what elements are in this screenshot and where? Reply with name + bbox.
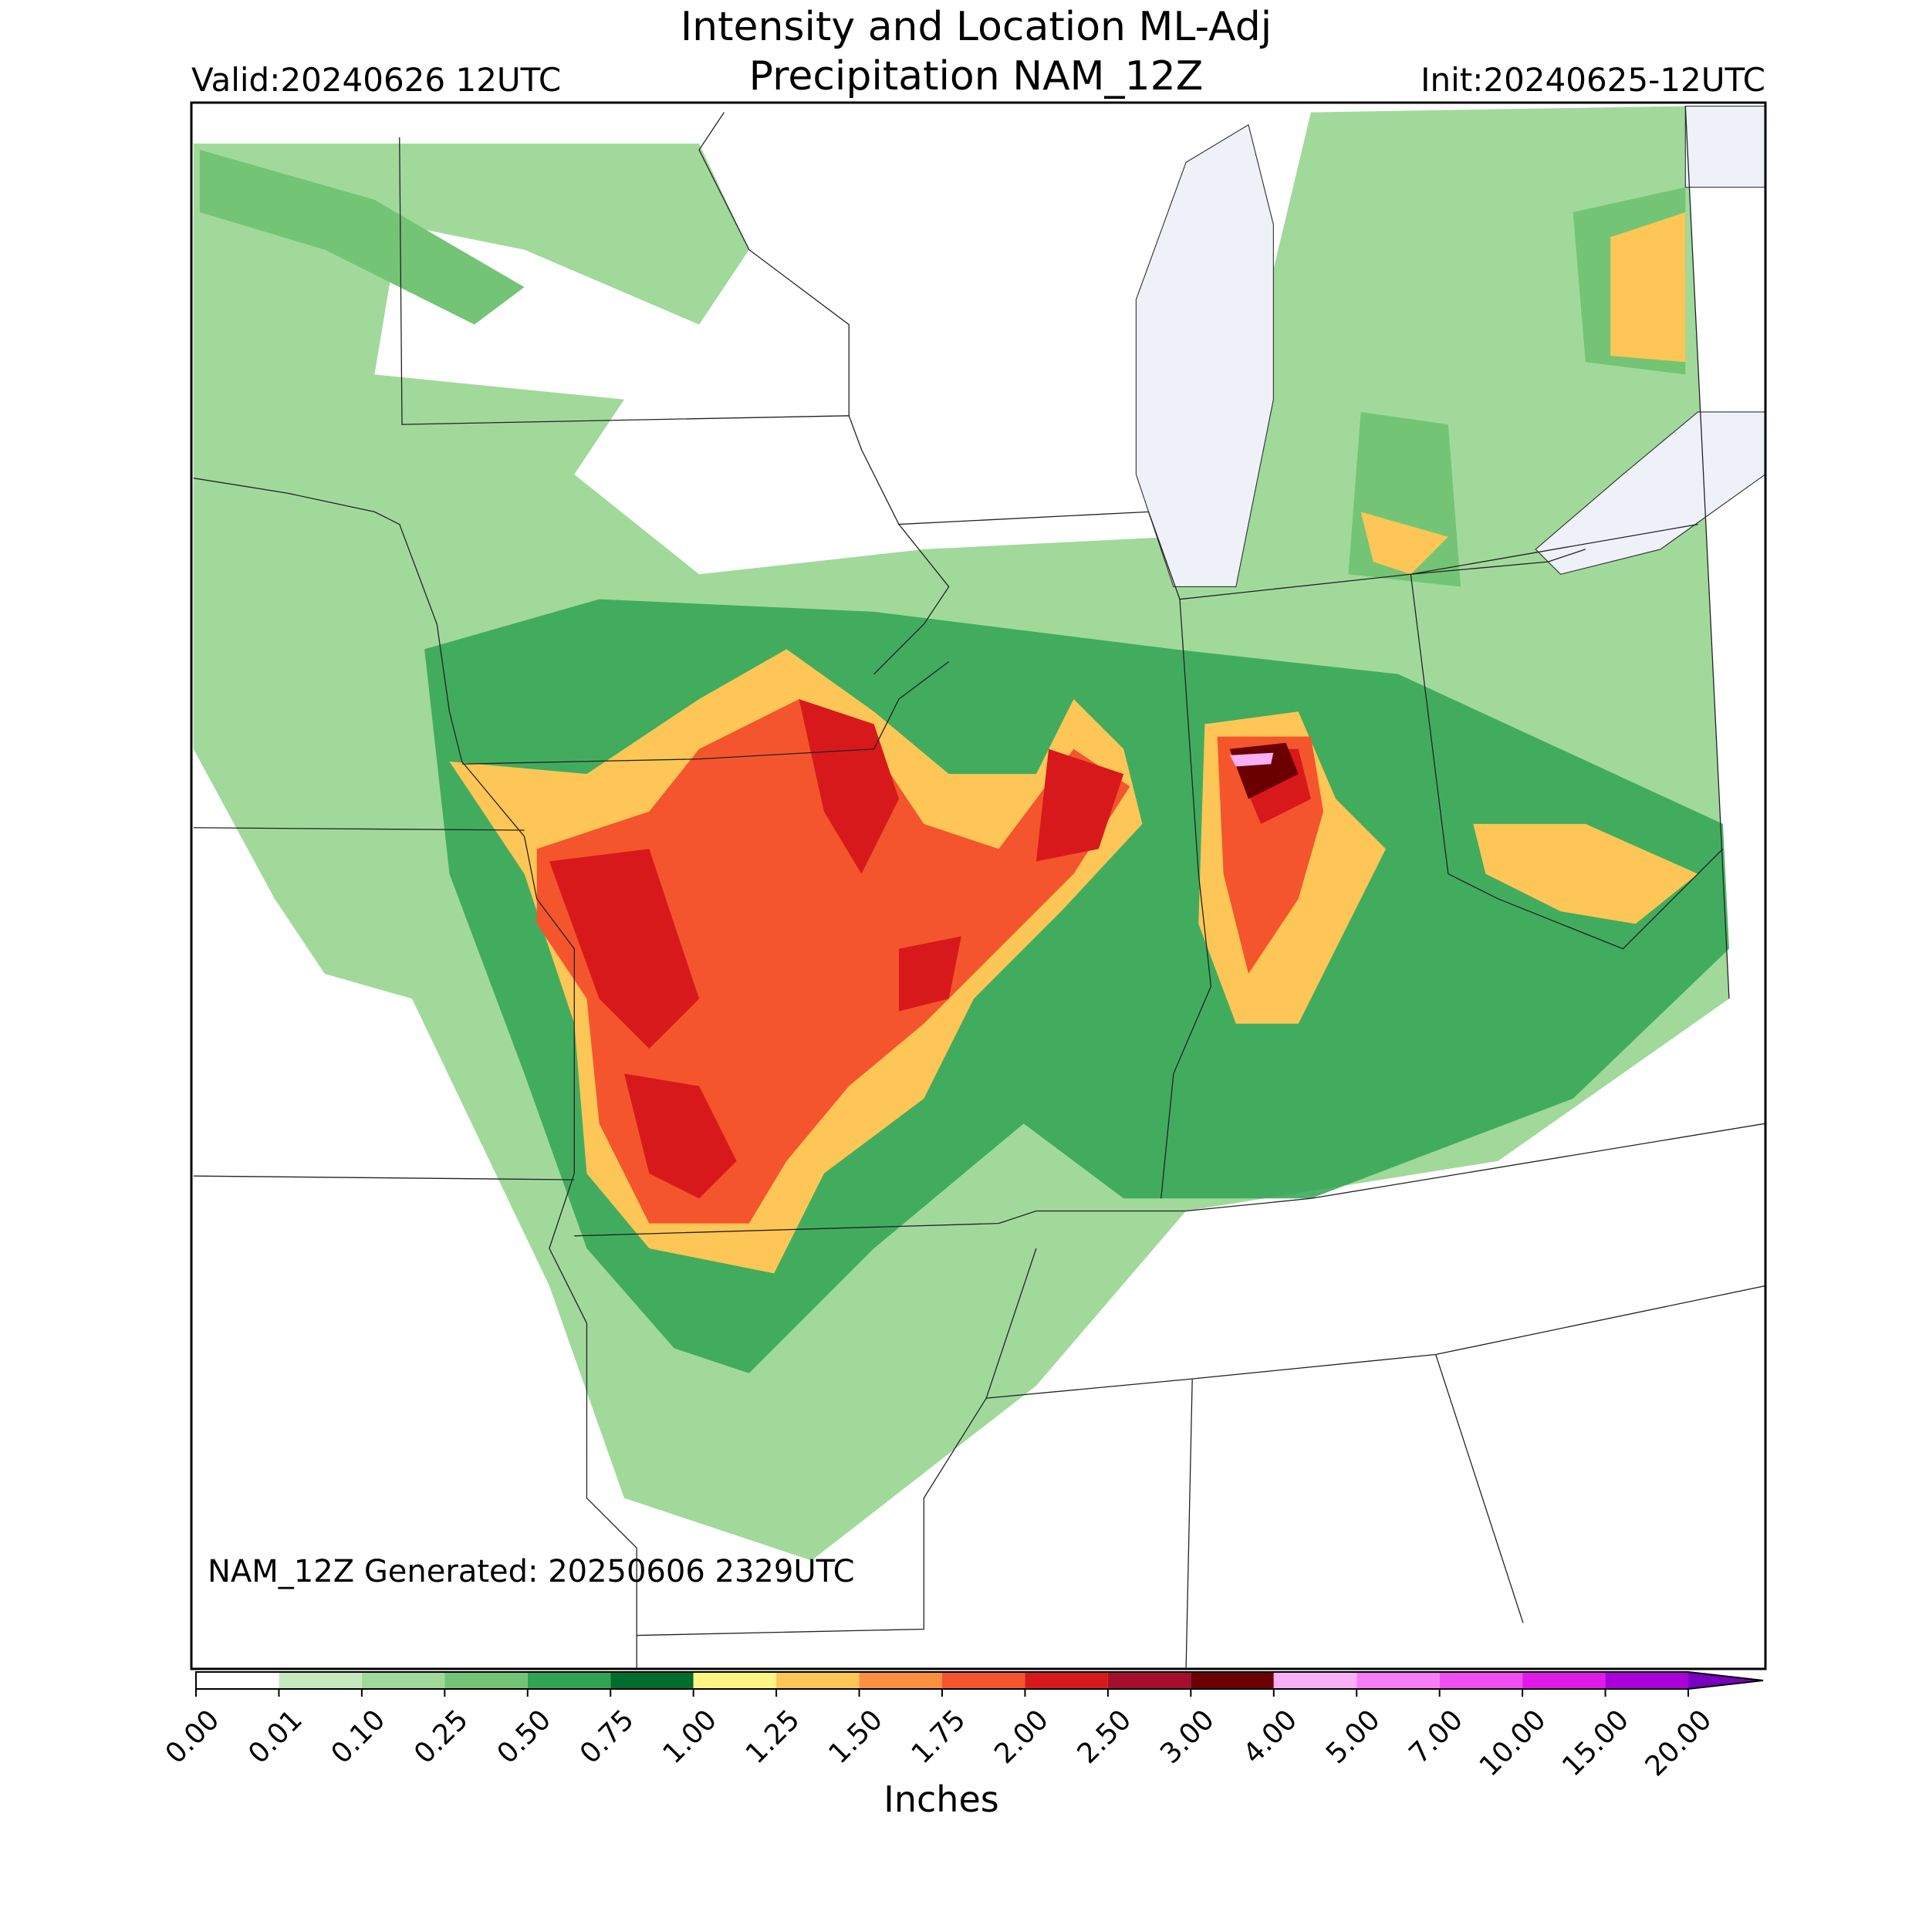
colorbar-segment bbox=[1191, 1672, 1274, 1689]
colorbar-label: Inches bbox=[883, 1778, 998, 1820]
colorbar-segment bbox=[942, 1672, 1025, 1689]
colorbar-segment bbox=[859, 1672, 942, 1689]
colorbar-tick-label: 0.10 bbox=[326, 1704, 392, 1770]
colorbar-tick-label: 2.50 bbox=[1072, 1704, 1138, 1770]
colorbar-segment bbox=[1273, 1672, 1357, 1689]
map bbox=[193, 105, 1765, 1669]
colorbar-tick-label: 1.00 bbox=[657, 1704, 723, 1770]
colorbar-tick-label: 20.00 bbox=[1640, 1704, 1718, 1782]
generated-note: NAM_12Z Generated: 20250606 2329UTC bbox=[208, 1554, 855, 1589]
colorbar-tick-label: 3.00 bbox=[1154, 1704, 1221, 1770]
colorbar-tick-label: 0.00 bbox=[160, 1704, 226, 1770]
colorbar-segment bbox=[361, 1672, 445, 1689]
title-line-2: Precipitation NAM_12Z bbox=[749, 53, 1204, 100]
boundaries bbox=[193, 106, 1765, 1669]
colorbar-segment bbox=[1439, 1672, 1523, 1689]
colorbar-segment bbox=[776, 1672, 860, 1689]
colorbar-segment bbox=[610, 1672, 694, 1689]
colorbar-tick-label: 0.75 bbox=[574, 1704, 640, 1770]
colorbar-tick-label: 0.25 bbox=[408, 1704, 475, 1770]
colorbar-outline bbox=[195, 1671, 1764, 1690]
colorbar-tick-label: 7.00 bbox=[1403, 1704, 1469, 1770]
colorbar-segment bbox=[1025, 1672, 1108, 1689]
colorbar: 0.00 0.01 0.10 0.25 0.50 0.75 1.00 1.25 1.50 1.75… bbox=[160, 1671, 1764, 1782]
colorbar-tick-label: 2.00 bbox=[988, 1704, 1055, 1770]
map-frame bbox=[190, 101, 1767, 1670]
valid-time: Valid:20240626 12UTC bbox=[191, 61, 561, 99]
colorbar-tick-label: 0.50 bbox=[492, 1704, 558, 1770]
colorbar-segment bbox=[196, 1672, 279, 1689]
colorbar-tick-label: 4.00 bbox=[1238, 1704, 1304, 1770]
precip-extreme bbox=[549, 699, 1311, 1199]
colorbar-tick-label: 1.50 bbox=[823, 1704, 889, 1770]
colorbar-tick-label: 0.01 bbox=[242, 1704, 309, 1770]
colorbar-segment bbox=[444, 1672, 528, 1689]
colorbar-tick-label: 1.25 bbox=[740, 1704, 806, 1770]
precip-peak bbox=[1229, 752, 1274, 767]
colorbar-segment bbox=[527, 1672, 611, 1689]
colorbar-tick-label: 5.00 bbox=[1320, 1704, 1387, 1770]
colorbar-segment bbox=[1107, 1672, 1191, 1689]
colorbar-segment bbox=[1522, 1672, 1606, 1689]
colorbar-segment bbox=[693, 1672, 777, 1689]
colorbar-segment bbox=[1356, 1672, 1440, 1689]
colorbar-segment bbox=[1605, 1672, 1688, 1689]
colorbar-extend bbox=[1688, 1672, 1763, 1689]
precip-medium-north bbox=[199, 150, 1686, 587]
init-time: Init:20240625-12UTC bbox=[1421, 61, 1765, 99]
colorbar-tick-label: 15.00 bbox=[1556, 1704, 1635, 1782]
colorbar-segment bbox=[279, 1672, 362, 1689]
colorbar-tick-label: 1.75 bbox=[906, 1704, 972, 1770]
colorbar-tick-label: 10.00 bbox=[1474, 1704, 1552, 1782]
title-line-1: Intensity and Location ML-Adj bbox=[681, 4, 1272, 50]
